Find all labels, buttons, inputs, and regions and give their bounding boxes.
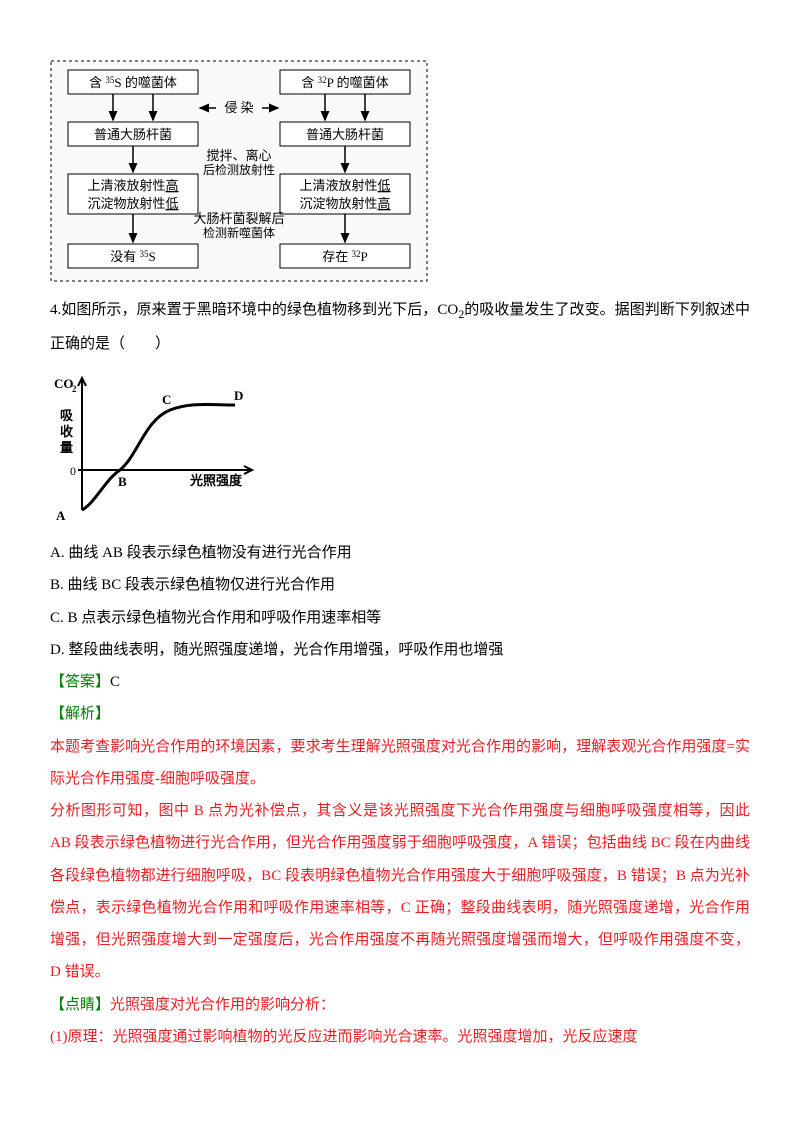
svg-text:含 35S 的噬菌体: 含 35S 的噬菌体: [89, 75, 177, 90]
svg-text:A: A: [56, 508, 66, 523]
svg-text:普通大肠杆菌: 普通大肠杆菌: [94, 127, 172, 142]
option-B: B. 曲线 BC 段表示绿色植物仅进行光合作用: [50, 569, 750, 601]
svg-text:CO: CO: [54, 376, 74, 391]
tip-p1: (1)原理：光照强度通过影响植物的光反应进而影响光合速率。光照强度增加，光反应速…: [50, 1021, 750, 1053]
tip-line: 【点睛】光照强度对光合作用的影响分析：: [50, 989, 750, 1021]
svg-text:搅拌、离心: 搅拌、离心: [206, 148, 271, 163]
svg-text:D: D: [234, 388, 243, 403]
svg-text:收: 收: [60, 424, 74, 439]
svg-text:沉淀物放射性低: 沉淀物放射性低: [87, 196, 178, 211]
option-A: A. 曲线 AB 段表示绿色植物没有进行光合作用: [50, 537, 750, 569]
explain-p1: 本题考查影响光合作用的环境因素，要求考生理解光照强度对光合作用的影响，理解表观光…: [50, 731, 750, 796]
svg-text:含 32P 的噬菌体: 含 32P 的噬菌体: [301, 75, 388, 90]
explain-label: 【解析】: [50, 698, 750, 730]
svg-text:上清液放射性低: 上清液放射性低: [299, 178, 390, 193]
svg-text:上清液放射性高: 上清液放射性高: [87, 178, 178, 193]
svg-text:量: 量: [60, 440, 73, 455]
svg-text:吸: 吸: [60, 408, 74, 423]
tip-label: 【点睛】: [50, 997, 110, 1013]
experiment-flow-figure: 含 35S 的噬菌体 普通大肠杆菌 上清液放射性高 沉淀物放射性低 没有 35S…: [50, 60, 750, 282]
question-4-intro: 4.如图所示，原来置于黑暗环境中的绿色植物移到光下后，CO2的吸收量发生了改变。…: [50, 294, 750, 360]
answer-label: 【答案】: [50, 674, 110, 690]
svg-text:存在 32P: 存在 32P: [322, 249, 368, 264]
svg-text:普通大肠杆菌: 普通大肠杆菌: [306, 127, 384, 142]
option-C: C. B 点表示绿色植物光合作用和呼吸作用速率相等: [50, 602, 750, 634]
svg-text:光照强度: 光照强度: [189, 473, 243, 488]
svg-text:没有 35S: 没有 35S: [110, 249, 156, 264]
co2-curve-figure: CO2 吸 收 量 0 光照强度 A B C D: [50, 370, 750, 525]
svg-text:侵 染: 侵 染: [224, 100, 253, 115]
svg-text:后检测放射性: 后检测放射性: [203, 162, 275, 177]
co2-curve-svg: CO2 吸 收 量 0 光照强度 A B C D: [50, 370, 260, 525]
option-D: D. 整段曲线表明，随光照强度递增，光合作用增强，呼吸作用也增强: [50, 634, 750, 666]
svg-text:大肠杆菌裂解后: 大肠杆菌裂解后: [193, 211, 284, 226]
svg-text:2: 2: [72, 384, 77, 394]
tip-title: 光照强度对光合作用的影响分析：: [110, 997, 335, 1013]
answer-line: 【答案】C: [50, 666, 750, 698]
svg-text:C: C: [162, 392, 171, 407]
answer-value: C: [110, 674, 120, 690]
explain-p2: 分析图形可知，图中 B 点为光补偿点，其含义是该光照强度下光合作用强度与细胞呼吸…: [50, 795, 750, 989]
svg-text:B: B: [118, 474, 127, 489]
svg-text:检测新噬菌体: 检测新噬菌体: [203, 225, 275, 240]
svg-text:沉淀物放射性高: 沉淀物放射性高: [299, 196, 390, 211]
experiment-flow-svg: 含 35S 的噬菌体 普通大肠杆菌 上清液放射性高 沉淀物放射性低 没有 35S…: [50, 60, 428, 282]
svg-text:0: 0: [70, 464, 76, 478]
